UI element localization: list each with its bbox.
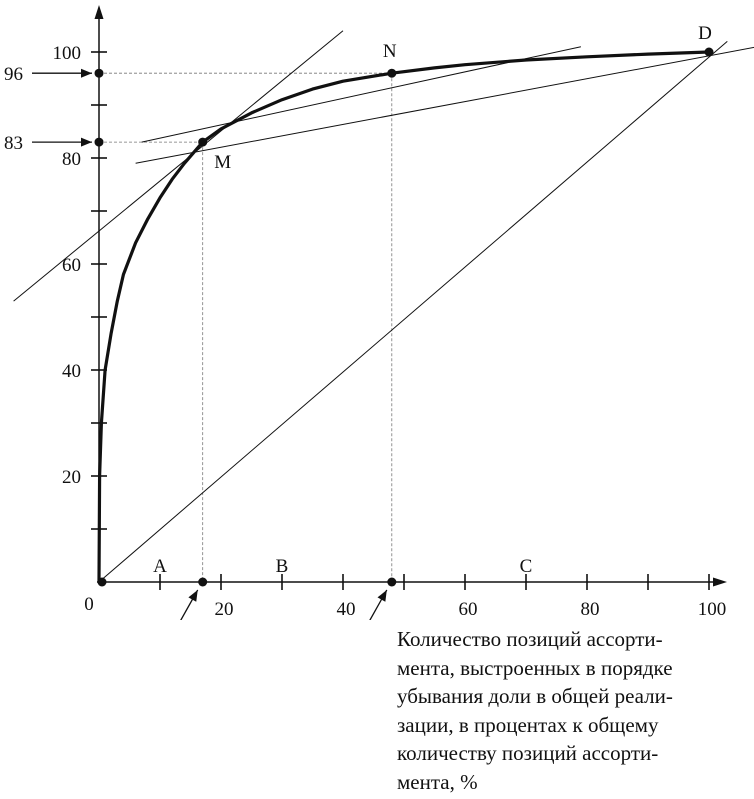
y-axis-marker-m	[94, 137, 104, 147]
origin-point	[97, 577, 107, 587]
callout-83-label: 83	[4, 133, 23, 154]
zone-label-b: B	[276, 556, 289, 577]
tangent-line-1	[13, 30, 344, 302]
point-d	[704, 47, 714, 57]
origin-label: 0	[84, 594, 94, 615]
diagonal-line	[98, 41, 728, 583]
x-axis-marker-m	[198, 577, 208, 587]
y-axis-marker-n	[94, 68, 104, 78]
y-tick-label-80: 80	[62, 149, 81, 170]
x-tick-label-60: 60	[459, 599, 478, 620]
callout-83-arrow-head	[81, 137, 92, 147]
y-tick-label-100: 100	[53, 43, 82, 64]
point-n	[387, 68, 397, 78]
y-tick-label-40: 40	[62, 361, 81, 382]
callout-17-arrow-head	[188, 590, 198, 602]
callout-48-arrow-shaft	[369, 589, 388, 620]
x-axis-marker-n	[387, 577, 397, 587]
point-label-m: M	[214, 152, 231, 173]
x-axis-arrow	[713, 577, 727, 587]
zone-label-a: A	[153, 556, 167, 577]
y-tick-label-60: 60	[62, 255, 81, 276]
y-axis-arrow	[94, 5, 104, 19]
abc-analysis-chart: 20406080100204060801000ABCMND96831748	[4, 5, 754, 620]
x-tick-label-20: 20	[215, 599, 234, 620]
y-tick-label-20: 20	[62, 467, 81, 488]
x-tick-label-80: 80	[581, 599, 600, 620]
zone-label-c: C	[520, 556, 533, 577]
x-tick-label-40: 40	[337, 599, 356, 620]
callout-48-arrow-head	[377, 590, 387, 602]
callout-17-arrow-shaft	[180, 589, 199, 620]
callout-96-label: 96	[4, 64, 23, 85]
x-tick-label-100: 100	[698, 599, 727, 620]
callout-96-arrow-head	[81, 68, 92, 78]
point-label-d: D	[698, 23, 712, 44]
point-label-n: N	[383, 41, 397, 62]
tangent-line-3	[135, 46, 754, 164]
x-axis-caption: Количество позиций ассорти- мента, выстр…	[397, 627, 673, 794]
point-m	[198, 137, 208, 147]
